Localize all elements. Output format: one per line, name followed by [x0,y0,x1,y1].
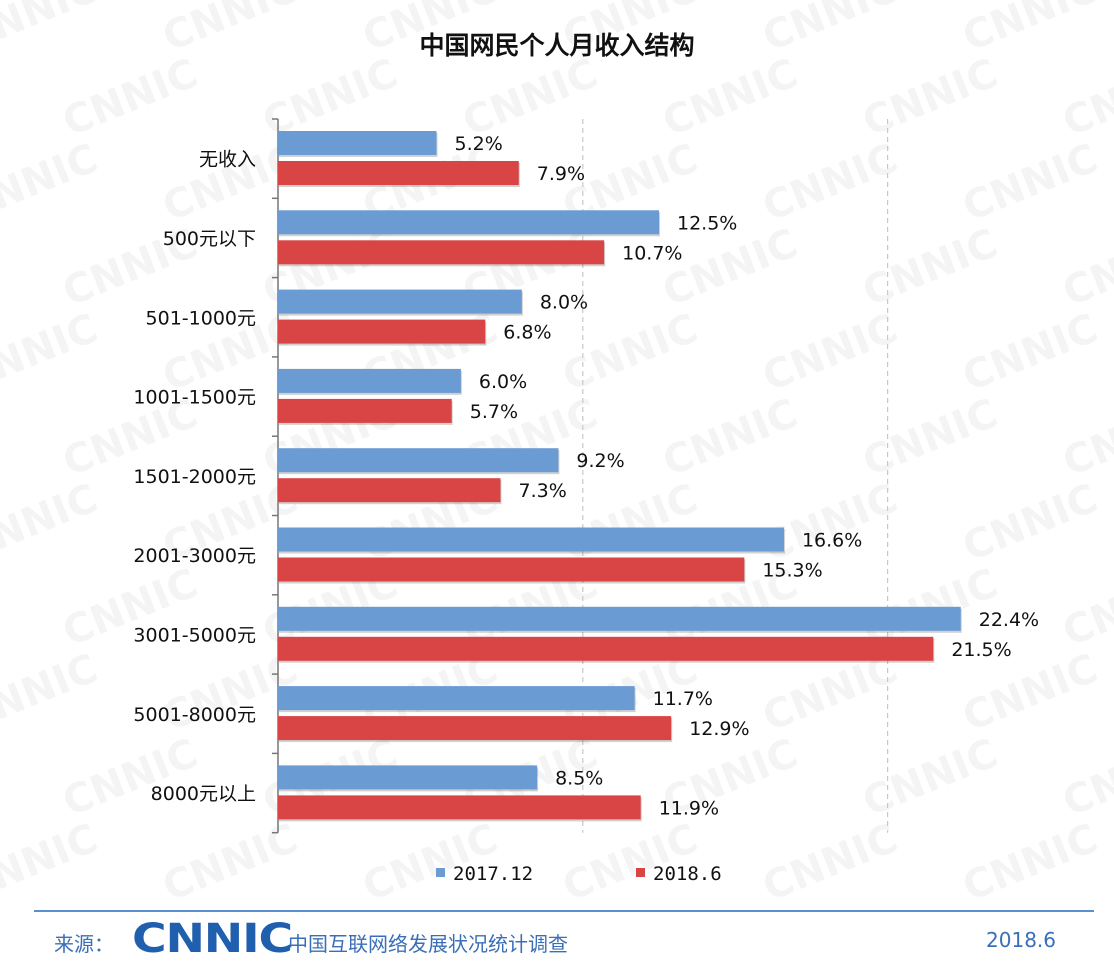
data-label: 22.4% [979,609,1039,631]
footer-date: 2018.6 [986,928,1056,952]
bar-2017-12 [278,289,522,314]
bar-2018-6 [278,716,672,741]
bar-2018-6 [278,240,605,265]
bar-2018-6 [278,636,934,661]
bar-2017-12 [278,686,635,711]
data-label: 12.5% [677,212,737,234]
category-label: 无收入 [199,149,256,171]
bar-chart: 无收入 5.2% 7.9% 500元以下 12.5% 10.7% 501-1000元 8.0%… [133,118,1039,885]
footer-organization: 中国互联网络发展状况统计调查 [288,932,568,956]
bar-2018-6 [278,319,486,344]
bar-2018-6 [278,398,452,423]
category-label: 501-1000元 [146,307,256,329]
category-label: 5001-8000元 [133,704,256,726]
cnnic-logo: CNNIC [132,916,293,962]
data-label: 15.3% [762,560,822,582]
category-label: 1501-2000元 [133,466,256,488]
bar-2017-12 [278,131,437,155]
grid-layer [272,118,889,834]
data-label: 11.7% [653,688,713,710]
bar-2017-12 [278,765,538,790]
data-label: 12.9% [689,718,749,740]
footer-divider [34,910,1094,912]
bar-2018-6 [278,795,641,820]
category-label: 500元以下 [163,228,256,250]
category-label: 2001-3000元 [133,545,256,567]
category-label: 3001-5000元 [133,624,256,646]
data-label: 5.7% [470,401,518,423]
category-label: 1001-1500元 [133,387,256,409]
data-label: 16.6% [802,530,862,552]
footer-source-label: 来源： [54,932,114,956]
data-label: 5.2% [454,133,502,155]
data-label: 7.9% [537,163,585,185]
bar-2018-6 [278,161,519,185]
bar-2017-12 [278,448,559,473]
bar-2017-12 [278,527,784,552]
legend: 2017.12 2018.6 [436,863,722,885]
data-label: 9.2% [576,450,624,472]
data-label: 11.9% [659,797,719,819]
bar-2017-12 [278,606,961,631]
bar-2018-6 [278,478,501,503]
bar-2018-6 [278,557,745,582]
bar-2017-12 [278,368,461,393]
data-label: 8.0% [540,292,588,314]
data-label: 8.5% [555,767,603,789]
data-label: 6.0% [479,371,527,393]
data-label: 7.3% [519,480,567,502]
data-label: 6.8% [503,322,551,344]
chart-title: 中国网民个人月收入结构 [419,31,695,60]
category-label: 8000元以上 [151,783,256,805]
labels-layer: 无收入 5.2% 7.9% 500元以下 12.5% 10.7% 501-1000元 8.0%… [133,133,1039,819]
legend-label: 2018.6 [653,863,722,885]
legend-label: 2017.12 [453,863,533,885]
legend-swatch [436,868,445,877]
data-label: 10.7% [622,242,682,264]
data-label: 21.5% [951,639,1011,661]
legend-swatch [636,868,645,877]
bars-layer [278,131,962,822]
bar-2017-12 [278,210,659,235]
